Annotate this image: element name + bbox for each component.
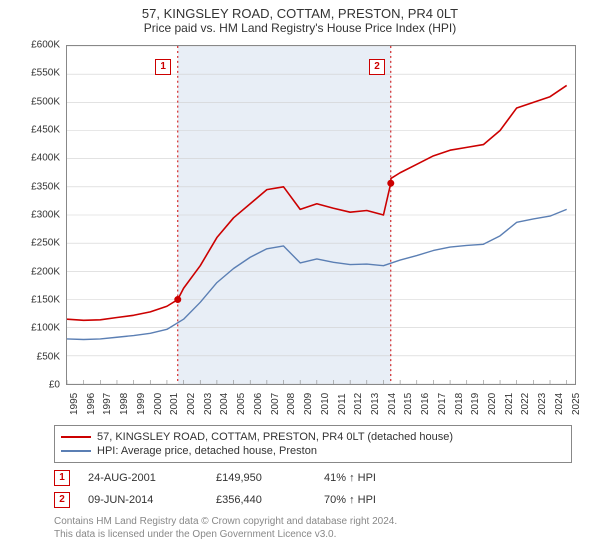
y-tick-label: £500K xyxy=(16,96,60,107)
x-tick-label: 2019 xyxy=(470,393,474,415)
x-tick-label: 2009 xyxy=(303,393,307,415)
x-tick-label: 2008 xyxy=(286,393,290,415)
sale-pct: 70% ↑ HPI xyxy=(324,494,414,506)
x-tick-label: 1998 xyxy=(119,393,123,415)
footer: Contains HM Land Registry data © Crown c… xyxy=(54,515,572,541)
x-tick-label: 2003 xyxy=(203,393,207,415)
sales-table: 1 24-AUG-2001 £149,950 41% ↑ HPI 2 09-JUN-201… xyxy=(54,467,572,511)
chart-svg xyxy=(67,46,575,384)
x-tick-label: 2022 xyxy=(520,393,524,415)
x-tick-label: 2025 xyxy=(571,393,575,415)
legend: 57, KINGSLEY ROAD, COTTAM, PRESTON, PR4 … xyxy=(54,425,572,463)
x-tick-label: 1999 xyxy=(136,393,140,415)
chart-container: £0£50K£100K£150K£200K£250K£300K£350K£400… xyxy=(20,39,580,419)
legend-label: 57, KINGSLEY ROAD, COTTAM, PRESTON, PR4 … xyxy=(97,431,453,443)
x-tick-label: 2004 xyxy=(219,393,223,415)
x-tick-label: 2010 xyxy=(320,393,324,415)
sale-marker-inline: 2 xyxy=(54,492,70,508)
x-tick-label: 2014 xyxy=(387,393,391,415)
x-tick-label: 2002 xyxy=(186,393,190,415)
sale-row: 1 24-AUG-2001 £149,950 41% ↑ HPI xyxy=(54,467,572,489)
x-tick-label: 2005 xyxy=(236,393,240,415)
plot-area xyxy=(66,45,576,385)
x-tick-label: 2017 xyxy=(437,393,441,415)
footer-line1: Contains HM Land Registry data © Crown c… xyxy=(54,515,572,528)
y-tick-label: £100K xyxy=(16,323,60,334)
sale-marker-2: 2 xyxy=(369,59,385,75)
y-tick-label: £250K xyxy=(16,238,60,249)
legend-swatch xyxy=(61,436,91,438)
x-tick-label: 2015 xyxy=(403,393,407,415)
legend-swatch xyxy=(61,450,91,452)
y-tick-label: £400K xyxy=(16,153,60,164)
legend-row: 57, KINGSLEY ROAD, COTTAM, PRESTON, PR4 … xyxy=(61,430,565,444)
x-tick-label: 2023 xyxy=(537,393,541,415)
page-title: 57, KINGSLEY ROAD, COTTAM, PRESTON, PR4 … xyxy=(0,0,600,21)
sale-date: 24-AUG-2001 xyxy=(88,472,198,484)
y-tick-label: £450K xyxy=(16,125,60,136)
x-tick-label: 2021 xyxy=(504,393,508,415)
sale-price: £356,440 xyxy=(216,494,306,506)
x-tick-label: 2011 xyxy=(337,393,341,415)
y-tick-label: £600K xyxy=(16,40,60,51)
x-tick-label: 2016 xyxy=(420,393,424,415)
x-tick-label: 2000 xyxy=(153,393,157,415)
y-tick-label: £350K xyxy=(16,181,60,192)
sale-marker-1: 1 xyxy=(155,59,171,75)
y-tick-label: £50K xyxy=(16,351,60,362)
sale-marker-inline: 1 xyxy=(54,470,70,486)
legend-row: HPI: Average price, detached house, Pres… xyxy=(61,444,565,458)
sale-date: 09-JUN-2014 xyxy=(88,494,198,506)
x-tick-label: 2020 xyxy=(487,393,491,415)
sale-price: £149,950 xyxy=(216,472,306,484)
y-tick-label: £200K xyxy=(16,266,60,277)
x-tick-label: 2012 xyxy=(353,393,357,415)
x-tick-label: 2001 xyxy=(169,393,173,415)
y-tick-label: £300K xyxy=(16,210,60,221)
x-tick-label: 1996 xyxy=(86,393,90,415)
y-tick-label: £150K xyxy=(16,295,60,306)
x-tick-label: 2018 xyxy=(454,393,458,415)
x-tick-label: 2013 xyxy=(370,393,374,415)
legend-label: HPI: Average price, detached house, Pres… xyxy=(97,445,317,457)
y-tick-label: £550K xyxy=(16,68,60,79)
sale-row: 2 09-JUN-2014 £356,440 70% ↑ HPI xyxy=(54,489,572,511)
x-tick-label: 1997 xyxy=(102,393,106,415)
x-tick-label: 2007 xyxy=(270,393,274,415)
x-tick-label: 2006 xyxy=(253,393,257,415)
x-tick-label: 1995 xyxy=(69,393,73,415)
sale-pct: 41% ↑ HPI xyxy=(324,472,414,484)
y-tick-label: £0 xyxy=(16,380,60,391)
footer-line2: This data is licensed under the Open Gov… xyxy=(54,528,572,541)
x-tick-label: 2024 xyxy=(554,393,558,415)
page-subtitle: Price paid vs. HM Land Registry's House … xyxy=(0,21,600,39)
